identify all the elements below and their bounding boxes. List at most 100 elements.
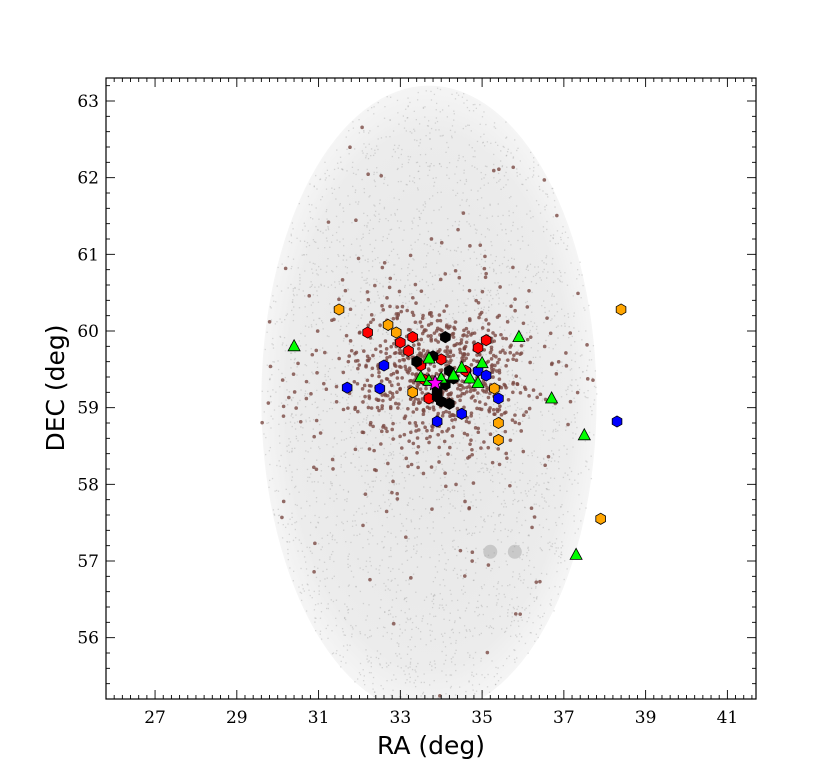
background-star — [453, 417, 458, 422]
background-star — [495, 409, 500, 414]
background-star — [353, 405, 358, 410]
background-star — [411, 410, 416, 414]
marker-hexagon — [595, 512, 606, 525]
background-star — [369, 313, 374, 317]
background-star — [475, 406, 479, 411]
background-star — [347, 354, 352, 358]
background-star — [542, 178, 547, 182]
background-star — [425, 436, 429, 441]
marker-hexagon — [382, 318, 394, 331]
background-star — [395, 390, 399, 395]
background-star — [367, 396, 372, 400]
background-star — [391, 421, 395, 426]
background-star — [434, 329, 439, 333]
background-star — [465, 334, 469, 338]
background-star — [389, 373, 394, 377]
background-star — [432, 331, 437, 335]
background-star — [438, 327, 442, 332]
background-star — [429, 314, 434, 318]
background-star — [479, 446, 483, 450]
background-star — [361, 400, 365, 404]
marker-hexagon — [456, 407, 467, 420]
background-star — [343, 288, 348, 293]
marker-hexagon — [493, 433, 504, 446]
background-star — [444, 323, 449, 327]
background-star — [576, 291, 580, 296]
background-star — [356, 366, 360, 371]
background-star — [318, 431, 323, 435]
background-star — [431, 425, 435, 429]
background-star — [413, 397, 418, 401]
background-star — [281, 499, 286, 504]
background-star — [455, 341, 459, 346]
background-star — [466, 330, 471, 335]
background-star — [513, 413, 517, 417]
background-star — [385, 355, 389, 360]
background-star — [423, 353, 427, 358]
background-star — [385, 296, 389, 300]
background-star — [471, 358, 476, 362]
background-star — [337, 356, 341, 361]
background-star — [469, 396, 474, 400]
background-star — [519, 343, 524, 348]
marker-hexagon — [390, 326, 402, 339]
background-star — [395, 316, 399, 321]
background-star — [477, 400, 482, 404]
background-star — [368, 420, 373, 425]
background-star — [453, 320, 458, 324]
background-star — [545, 316, 549, 320]
background-star — [491, 375, 495, 379]
background-star — [498, 350, 503, 354]
background-star — [529, 506, 534, 511]
background-star — [420, 390, 425, 395]
background-star — [482, 348, 487, 352]
marker-hexagon — [493, 392, 504, 405]
background-star — [394, 350, 398, 355]
y-axis-title: DEC (deg) — [41, 324, 70, 451]
background-star — [489, 357, 494, 361]
background-star — [362, 349, 366, 353]
background-star — [312, 570, 316, 574]
background-star — [511, 380, 516, 385]
marker-triangle — [446, 368, 461, 381]
background-star — [466, 352, 470, 357]
background-star — [437, 445, 441, 450]
background-star — [467, 506, 471, 511]
background-star — [432, 364, 437, 369]
background-star — [506, 397, 511, 402]
background-star — [416, 465, 420, 470]
background-star — [283, 266, 288, 271]
background-star — [396, 406, 400, 410]
y-tick-label: 57 — [77, 552, 99, 572]
background-star — [486, 563, 491, 567]
marker-hexagon — [431, 390, 443, 403]
background-star — [504, 364, 508, 368]
background-star — [513, 308, 517, 313]
background-star — [429, 465, 434, 469]
background-star — [503, 383, 508, 388]
background-star — [393, 401, 398, 406]
background-star — [326, 220, 331, 224]
background-star — [377, 370, 381, 375]
ticks-layer: 27 29 31 33 35 37 39 41 56 57 58 59 60 61 62 63 — [77, 78, 756, 728]
background-star — [437, 313, 442, 317]
background-star — [476, 391, 480, 395]
background-star — [280, 378, 285, 382]
x-tick-label: 27 — [144, 708, 166, 728]
background-star — [414, 407, 419, 411]
background-star — [409, 576, 413, 580]
background-star — [309, 392, 313, 396]
background-star — [397, 347, 402, 352]
background-star — [497, 377, 502, 382]
background-star — [444, 484, 448, 489]
background-star — [367, 383, 372, 388]
background-star — [472, 340, 476, 344]
background-star — [292, 390, 297, 394]
background-star — [414, 424, 419, 428]
background-star — [451, 331, 456, 336]
background-star — [458, 548, 463, 553]
background-star — [363, 492, 368, 496]
background-star — [483, 402, 488, 407]
background-star — [446, 354, 451, 359]
